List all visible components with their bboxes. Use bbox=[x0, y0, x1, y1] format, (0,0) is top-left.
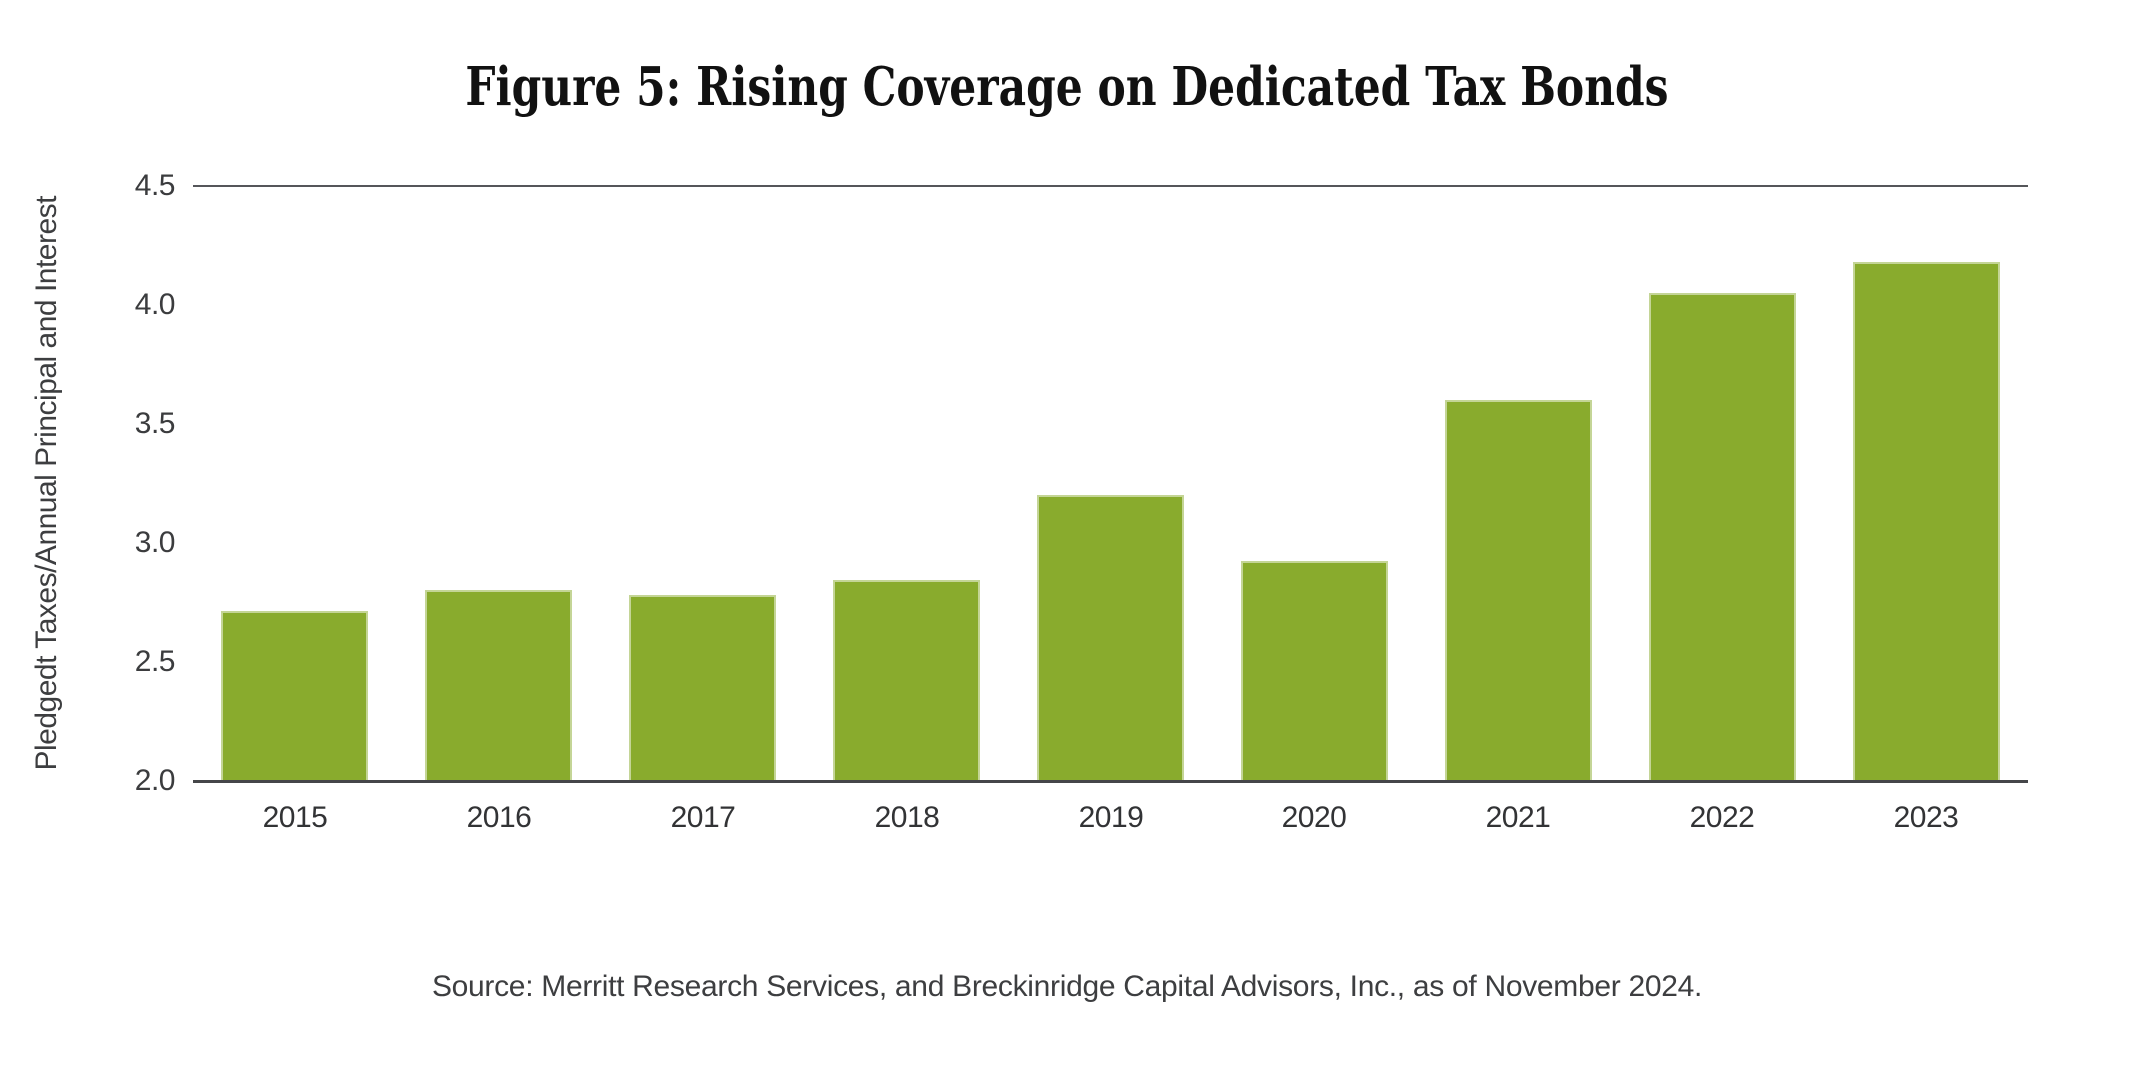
y-tick-3.0: 3.0 bbox=[134, 526, 176, 559]
x-label-2019: 2019 bbox=[1078, 801, 1144, 834]
chart-title-text: Figure 5: Rising Coverage on Dedicated T… bbox=[465, 56, 1669, 118]
y-tick-3.5: 3.5 bbox=[134, 407, 176, 440]
y-axis-title: Pledgedt Taxes/Annual Principal and Inte… bbox=[16, 186, 78, 781]
x-label-2023: 2023 bbox=[1893, 801, 1959, 834]
y-tick-4.0: 4.0 bbox=[134, 288, 176, 321]
bar-2016 bbox=[425, 590, 572, 780]
bar-2021 bbox=[1445, 400, 1592, 780]
x-label-2016: 2016 bbox=[466, 801, 532, 834]
bar-2015 bbox=[221, 611, 368, 780]
bar-2020 bbox=[1241, 561, 1388, 780]
y-tick-4.5: 4.5 bbox=[134, 169, 176, 202]
x-label-2018: 2018 bbox=[874, 801, 940, 834]
plot-area bbox=[193, 185, 2028, 783]
bar-2023 bbox=[1853, 262, 2000, 780]
chart-title: Figure 5: Rising Coverage on Dedicated T… bbox=[0, 52, 2134, 132]
y-tick-2.5: 2.5 bbox=[134, 645, 176, 678]
x-label-2017: 2017 bbox=[670, 801, 736, 834]
y-axis-title-text: Pledgedt Taxes/Annual Principal and Inte… bbox=[30, 196, 63, 771]
x-label-2021: 2021 bbox=[1485, 801, 1551, 834]
bar-2018 bbox=[833, 580, 980, 780]
bar-2022 bbox=[1649, 293, 1796, 780]
x-label-2020: 2020 bbox=[1281, 801, 1347, 834]
bar-2019 bbox=[1037, 495, 1184, 780]
x-label-2015: 2015 bbox=[262, 801, 328, 834]
source-note: Source: Merritt Research Services, and B… bbox=[431, 970, 1703, 1003]
x-label-2022: 2022 bbox=[1689, 801, 1755, 834]
bar-2017 bbox=[629, 595, 776, 780]
y-tick-2.0: 2.0 bbox=[134, 764, 176, 797]
